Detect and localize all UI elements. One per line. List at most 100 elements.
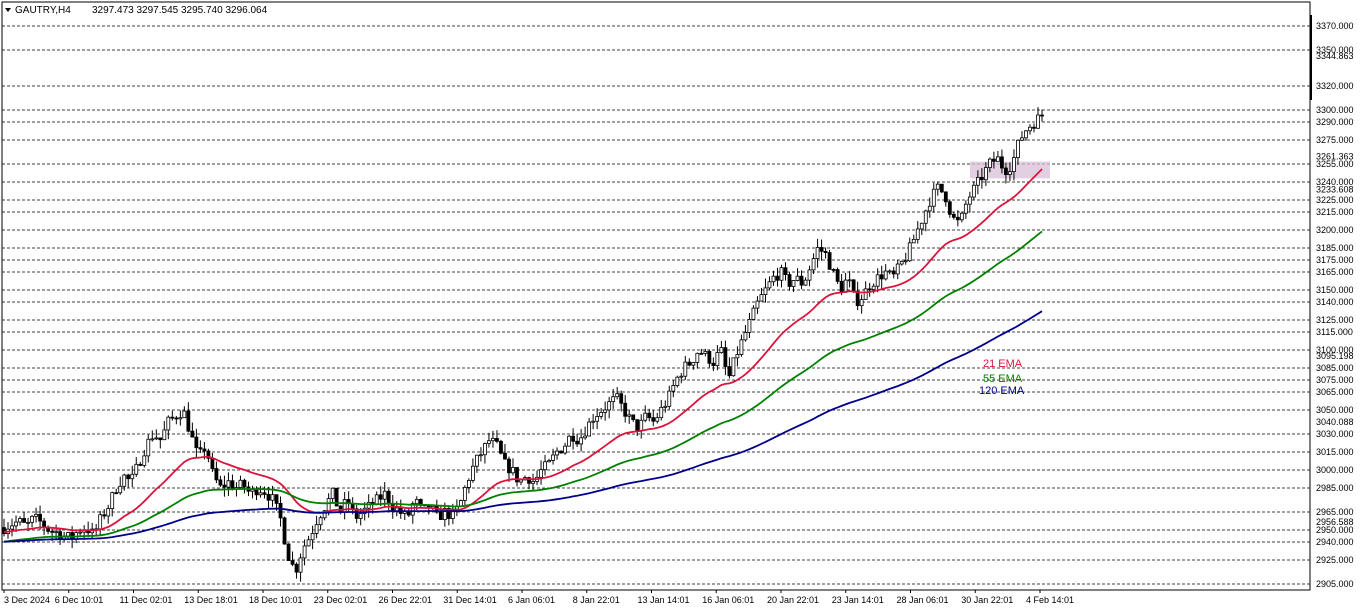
price-tick-label: 3165.000 xyxy=(1316,267,1354,277)
candle-body xyxy=(579,437,584,445)
candle-body xyxy=(563,445,567,454)
candle-body xyxy=(146,438,151,457)
candle-body xyxy=(471,465,475,481)
candle-body xyxy=(727,366,732,377)
candle-body xyxy=(475,454,479,467)
candle-body xyxy=(1036,114,1040,129)
candle-body xyxy=(923,210,928,224)
candle-body xyxy=(627,414,632,417)
candle-body xyxy=(42,520,46,528)
candle-body xyxy=(274,494,279,504)
candle-body xyxy=(663,405,668,408)
time-tick-label: 3 Dec 2024 xyxy=(4,595,50,605)
candle-body xyxy=(759,294,764,302)
time-tick-label: 13 Dec 18:01 xyxy=(184,595,238,605)
candle-body xyxy=(603,409,608,413)
candle-body xyxy=(963,203,968,214)
candle-body xyxy=(206,450,211,459)
candle-body xyxy=(667,390,672,407)
candle-body xyxy=(314,524,319,534)
candle-body xyxy=(278,502,283,519)
candle-body xyxy=(699,352,704,355)
candle-body xyxy=(222,484,227,488)
ema21-line xyxy=(3,168,1043,533)
price-tick-label: 3050.000 xyxy=(1316,405,1354,415)
candle-body xyxy=(735,354,740,359)
candle-body xyxy=(410,503,415,516)
price-tick-label: 3350.000 xyxy=(1316,45,1354,55)
ema-lines xyxy=(3,168,1043,543)
candle-body xyxy=(290,560,295,565)
price-tick-label: 3115.000 xyxy=(1316,327,1353,337)
candle-body xyxy=(823,250,828,253)
time-tick-label: 28 Jan 06:01 xyxy=(897,595,949,605)
candle-body xyxy=(270,494,275,501)
candle-body xyxy=(555,450,559,456)
candle-body xyxy=(507,458,511,474)
price-tick-label: 3015.000 xyxy=(1316,447,1354,457)
candle-body xyxy=(591,420,596,423)
candle-body xyxy=(707,351,712,364)
price-tick-label: 2950.000 xyxy=(1316,525,1354,535)
candle-body xyxy=(695,352,700,363)
price-tick-label: 2925.000 xyxy=(1316,555,1354,565)
candle-body xyxy=(34,513,38,517)
candle-body xyxy=(811,258,816,271)
candle-body xyxy=(771,275,776,283)
candle-body xyxy=(863,288,868,300)
candle-body xyxy=(879,274,884,280)
chart-header-ohlc: 3297.473 3297.545 3295.740 3296.064 xyxy=(92,5,268,16)
candle-body xyxy=(595,416,600,422)
candle-body xyxy=(975,176,980,186)
candle-body xyxy=(30,515,34,523)
candle-body xyxy=(214,468,219,481)
candle-body xyxy=(174,417,179,420)
candle-body xyxy=(719,347,724,354)
candle-body xyxy=(551,454,555,461)
candle-body xyxy=(322,510,327,519)
candle-body xyxy=(198,447,203,450)
candle-body xyxy=(154,437,159,440)
candle-body xyxy=(887,270,892,273)
candle-body xyxy=(635,419,640,431)
candle-body xyxy=(559,450,563,454)
candle-body xyxy=(639,419,644,431)
candle-body xyxy=(607,401,612,411)
candle-body xyxy=(715,352,720,366)
candle-body xyxy=(979,176,984,181)
candle-body xyxy=(18,518,22,523)
candle-body xyxy=(675,376,680,386)
candle-body xyxy=(286,543,291,561)
candle-body xyxy=(78,531,83,534)
candle-body xyxy=(803,279,808,286)
ema55-line xyxy=(3,230,1043,543)
candle-body xyxy=(118,485,123,494)
time-axis: 3 Dec 2024 6 Dec 10:01 11 Dec 02:01 13 Dec … xyxy=(3,590,1074,605)
candle-body xyxy=(731,357,736,377)
candle-body xyxy=(795,275,800,281)
candle-body xyxy=(334,487,339,507)
time-tick-label: 20 Jan 22:01 xyxy=(767,595,819,605)
price-tick-label: 3275.000 xyxy=(1316,135,1354,145)
time-tick-label: 8 Jan 22:01 xyxy=(573,595,620,605)
candle-body xyxy=(859,299,864,307)
price-tick-label: 3075.000 xyxy=(1316,375,1354,385)
candle-body xyxy=(366,501,371,509)
candle-body xyxy=(799,275,804,286)
candle-body xyxy=(2,527,6,534)
candle-body xyxy=(911,238,916,244)
candle-body xyxy=(138,463,143,466)
candle-body xyxy=(547,460,551,463)
candle-body xyxy=(671,385,676,392)
candle-body xyxy=(659,406,664,419)
candle-body xyxy=(835,269,840,282)
candle-body xyxy=(947,201,952,215)
candle-body xyxy=(883,270,888,280)
candle-body xyxy=(158,437,163,441)
chart-menu-icon[interactable] xyxy=(5,8,11,12)
candle-body xyxy=(190,430,195,438)
candle-body xyxy=(575,440,580,445)
price-tick-label: 3140.000 xyxy=(1316,297,1354,307)
